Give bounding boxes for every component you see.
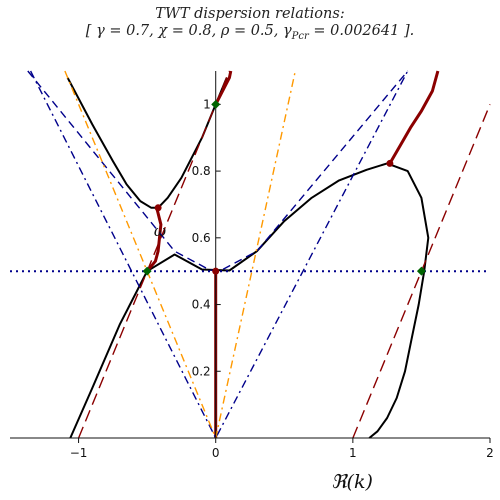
subtitle-open: [	[85, 23, 92, 39]
series-longdash-darkred-segment-0	[77, 70, 231, 439]
omega-label: ω	[154, 222, 166, 240]
y-tick-label: 1	[203, 97, 211, 111]
chart-subtitle: [ γ = 0.7, χ = 0.8, ρ = 0.5, γPcr = 0.00…	[0, 23, 500, 42]
diamond-marker	[211, 99, 221, 109]
subtitle-gp-symbol: γ	[282, 23, 292, 39]
subtitle-gamma: γ = 0.7,	[96, 23, 154, 39]
subtitle-close: ].	[403, 23, 415, 39]
subtitle-gp-value: = 0.002641	[308, 23, 400, 39]
y-tick-label: 0.6	[192, 231, 211, 245]
y-tick-label: 0.8	[192, 164, 211, 178]
curves-layer	[10, 70, 491, 439]
series-solid-darkred-complex-segment-3	[388, 70, 440, 165]
chart-title: TWT dispersion relations:	[155, 6, 345, 22]
branch-point	[212, 267, 220, 275]
series-dashdot-navy-segment-0	[29, 70, 409, 439]
x-tick-label: −1	[70, 446, 88, 460]
x-tick-label: 2	[486, 446, 494, 460]
x-tick-label: 1	[349, 446, 357, 460]
subtitle-chi: χ = 0.8,	[158, 23, 217, 39]
points-layer	[142, 99, 426, 276]
branch-point	[154, 204, 162, 212]
y-tick-label: 0.4	[192, 298, 211, 312]
y-tick-label: 0.2	[192, 364, 211, 378]
subtitle-rho: ρ = 0.5,	[220, 23, 279, 39]
x-tick-label: 0	[212, 446, 220, 460]
axes-layer: −1 0 1 2 0.2 0.4 0.6 0.8 1	[10, 71, 494, 460]
branch-point	[386, 159, 394, 167]
series-solid-black-segment-0	[69, 162, 430, 439]
subtitle-gp-subscript: Pcr	[291, 30, 309, 42]
diamond-marker	[142, 266, 152, 276]
x-axis-label: ℜ(k)	[331, 471, 373, 493]
diamond-marker	[416, 266, 426, 276]
